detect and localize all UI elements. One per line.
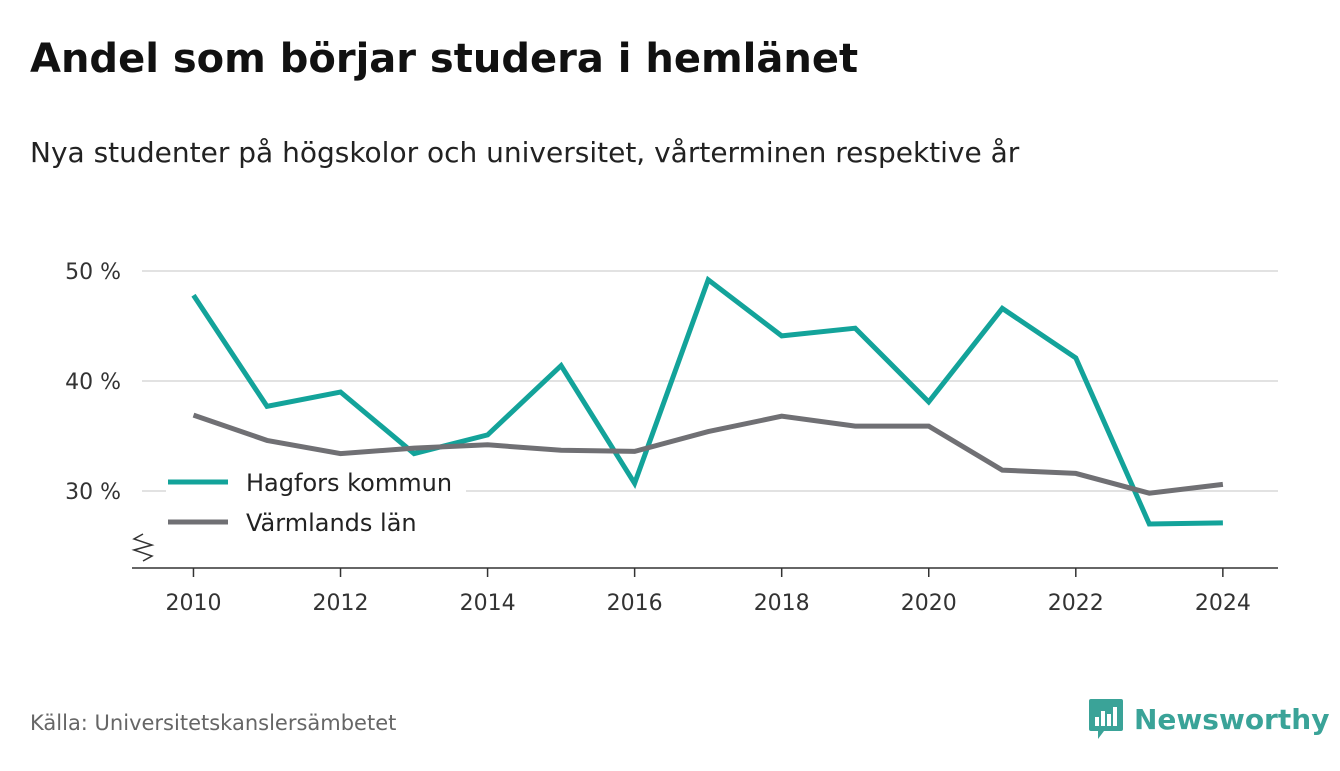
legend-label: Hagfors kommun	[246, 469, 452, 497]
axis-break-icon	[131, 533, 155, 562]
x-tick-label: 2024	[1195, 591, 1251, 616]
y-axis-ticks: 30 % 40 % 50 %	[65, 260, 121, 505]
series-line-1	[191, 275, 1223, 527]
legend: Hagfors kommun Värmlands län	[166, 469, 466, 538]
x-axis	[131, 533, 1278, 569]
x-tick-label: 2014	[460, 591, 516, 616]
series-line-2	[192, 412, 1224, 496]
x-tick-label: 2012	[313, 591, 369, 616]
x-tick-label: 2016	[607, 591, 663, 616]
grid-lines	[142, 270, 1278, 492]
legend-item-background	[166, 512, 466, 538]
source-note: Källa: Universitetskanslersämbetet	[30, 711, 397, 735]
x-tick-label: 2010	[165, 591, 221, 616]
brand-logo: Newsworthy	[1088, 697, 1329, 741]
x-tick-label: 2018	[754, 591, 810, 616]
legend-item-1: Hagfors kommun	[166, 469, 466, 498]
y-tick-label: 50 %	[65, 260, 121, 285]
legend-item-2: Värmlands län	[166, 509, 466, 538]
chart-subtitle: Nya studenter på högskolor och universit…	[30, 136, 1020, 169]
legend-item-background	[166, 472, 466, 498]
x-tick-label: 2022	[1048, 591, 1104, 616]
newsworthy-logo-icon	[1089, 699, 1123, 739]
legend-label: Värmlands län	[246, 509, 417, 537]
series-lines	[191, 275, 1224, 527]
x-axis-ticks: 2010 2012 2014 2016 2018 2020 2022 2024	[165, 568, 1251, 616]
chart-title: Andel som börjar studera i hemlänet	[30, 36, 859, 82]
y-tick-label: 40 %	[65, 370, 121, 395]
y-tick-label: 30 %	[65, 480, 121, 505]
x-tick-label: 2020	[901, 591, 957, 616]
brand-name: Newsworthy	[1134, 702, 1330, 736]
